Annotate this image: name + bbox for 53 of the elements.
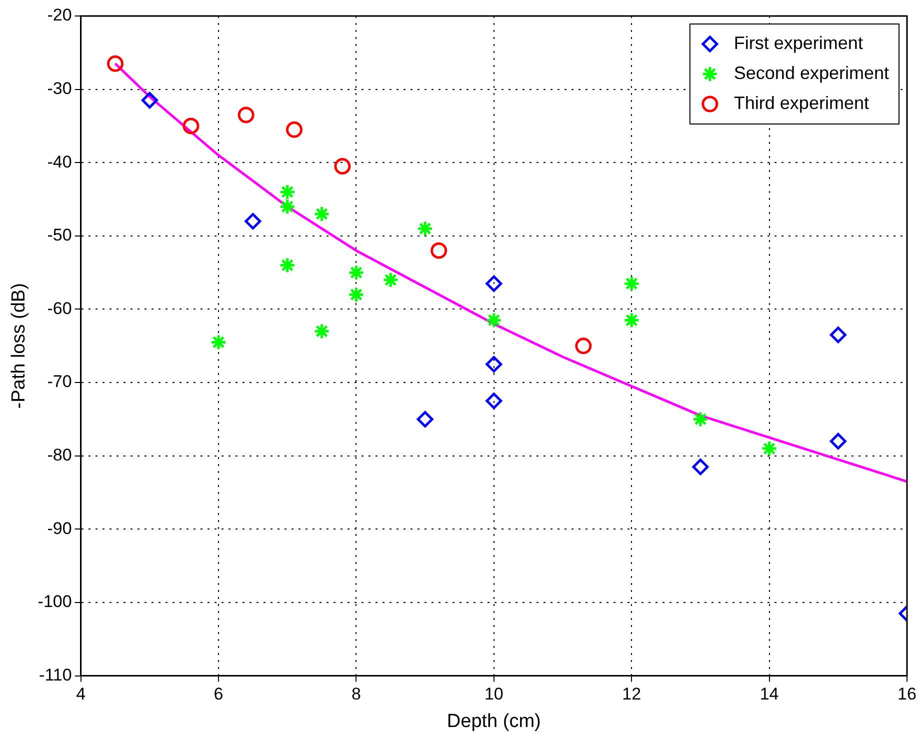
point	[830, 326, 846, 344]
x-axis-title: Depth (cm)	[446, 710, 541, 732]
y-tick-label: -70	[47, 372, 72, 392]
point	[107, 55, 124, 72]
point	[430, 242, 448, 259]
y-axis-title: -Path loss (dB)	[8, 283, 30, 409]
point	[348, 264, 364, 281]
point	[244, 213, 262, 230]
point	[279, 184, 296, 200]
point	[623, 312, 640, 328]
y-tick-label: -40	[47, 152, 72, 172]
y-tick-label: -30	[47, 79, 72, 98]
point	[286, 121, 303, 138]
point	[486, 275, 502, 292]
point	[692, 458, 709, 476]
y-tick-label: -20	[47, 6, 72, 25]
point	[486, 312, 502, 328]
point	[314, 322, 330, 340]
point	[486, 356, 502, 372]
point	[210, 334, 227, 350]
y-tick-label: -50	[47, 226, 72, 245]
x-tick-label: 16	[898, 684, 916, 704]
x-tick-label: 4	[76, 684, 86, 704]
point	[416, 410, 434, 428]
point	[182, 118, 200, 134]
x-tick-label: 12	[622, 684, 642, 704]
x-tick-label: 6	[214, 684, 224, 704]
point	[575, 338, 592, 354]
point	[348, 286, 364, 303]
legend-label: Second experiment	[734, 62, 889, 83]
point	[623, 275, 640, 292]
point	[692, 410, 709, 428]
y-tick-label: -90	[47, 518, 72, 538]
x-tick-label: 8	[351, 684, 361, 704]
point	[486, 392, 502, 410]
point	[761, 440, 778, 457]
legend-label: Third experiment	[734, 92, 869, 113]
point	[830, 432, 846, 450]
point	[416, 220, 434, 237]
y-tick-label: -110	[39, 665, 72, 684]
point	[334, 158, 351, 175]
y-tick-label: -100	[38, 592, 72, 612]
x-tick-label: 14	[760, 684, 779, 704]
point	[279, 257, 296, 274]
point	[314, 206, 330, 222]
point	[141, 92, 158, 109]
legend-label: First experiment	[734, 32, 863, 53]
y-tick-label: -60	[47, 298, 72, 318]
y-tick-label: -80	[47, 446, 72, 465]
point	[238, 106, 254, 124]
point	[382, 272, 399, 288]
x-tick-label: 10	[484, 684, 504, 704]
point	[279, 198, 296, 215]
